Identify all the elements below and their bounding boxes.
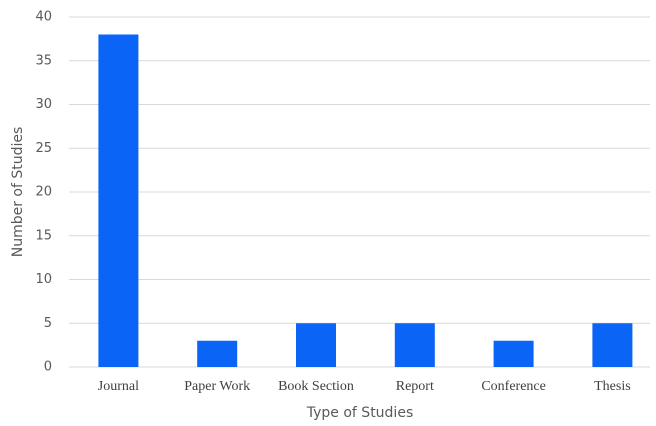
bar [296, 323, 336, 367]
bar [197, 340, 238, 367]
x-tick-label: Report [396, 379, 434, 394]
x-tick-label: Thesis [594, 379, 631, 394]
y-axis-title: Number of Studies [10, 127, 26, 258]
y-tick-label: 30 [35, 97, 52, 112]
y-tick-label: 40 [35, 10, 52, 25]
bar [98, 34, 139, 367]
x-tick-label: Journal [98, 379, 139, 394]
y-tick-label: 35 [35, 53, 52, 68]
x-tick-label: Conference [481, 379, 546, 394]
y-tick-label: 5 [44, 316, 52, 331]
y-tick-label: 0 [44, 360, 52, 375]
bar [394, 323, 435, 367]
y-tick-label: 15 [35, 228, 52, 243]
x-tick-label: Book Section [278, 379, 354, 394]
x-axis-title: Type of Studies [306, 405, 413, 421]
y-tick-label: 20 [35, 185, 52, 200]
bar [493, 340, 534, 367]
x-tick-label: Paper Work [184, 379, 250, 394]
y-tick-label: 10 [35, 272, 52, 287]
bar [592, 323, 633, 367]
y-tick-label: 25 [35, 141, 52, 156]
